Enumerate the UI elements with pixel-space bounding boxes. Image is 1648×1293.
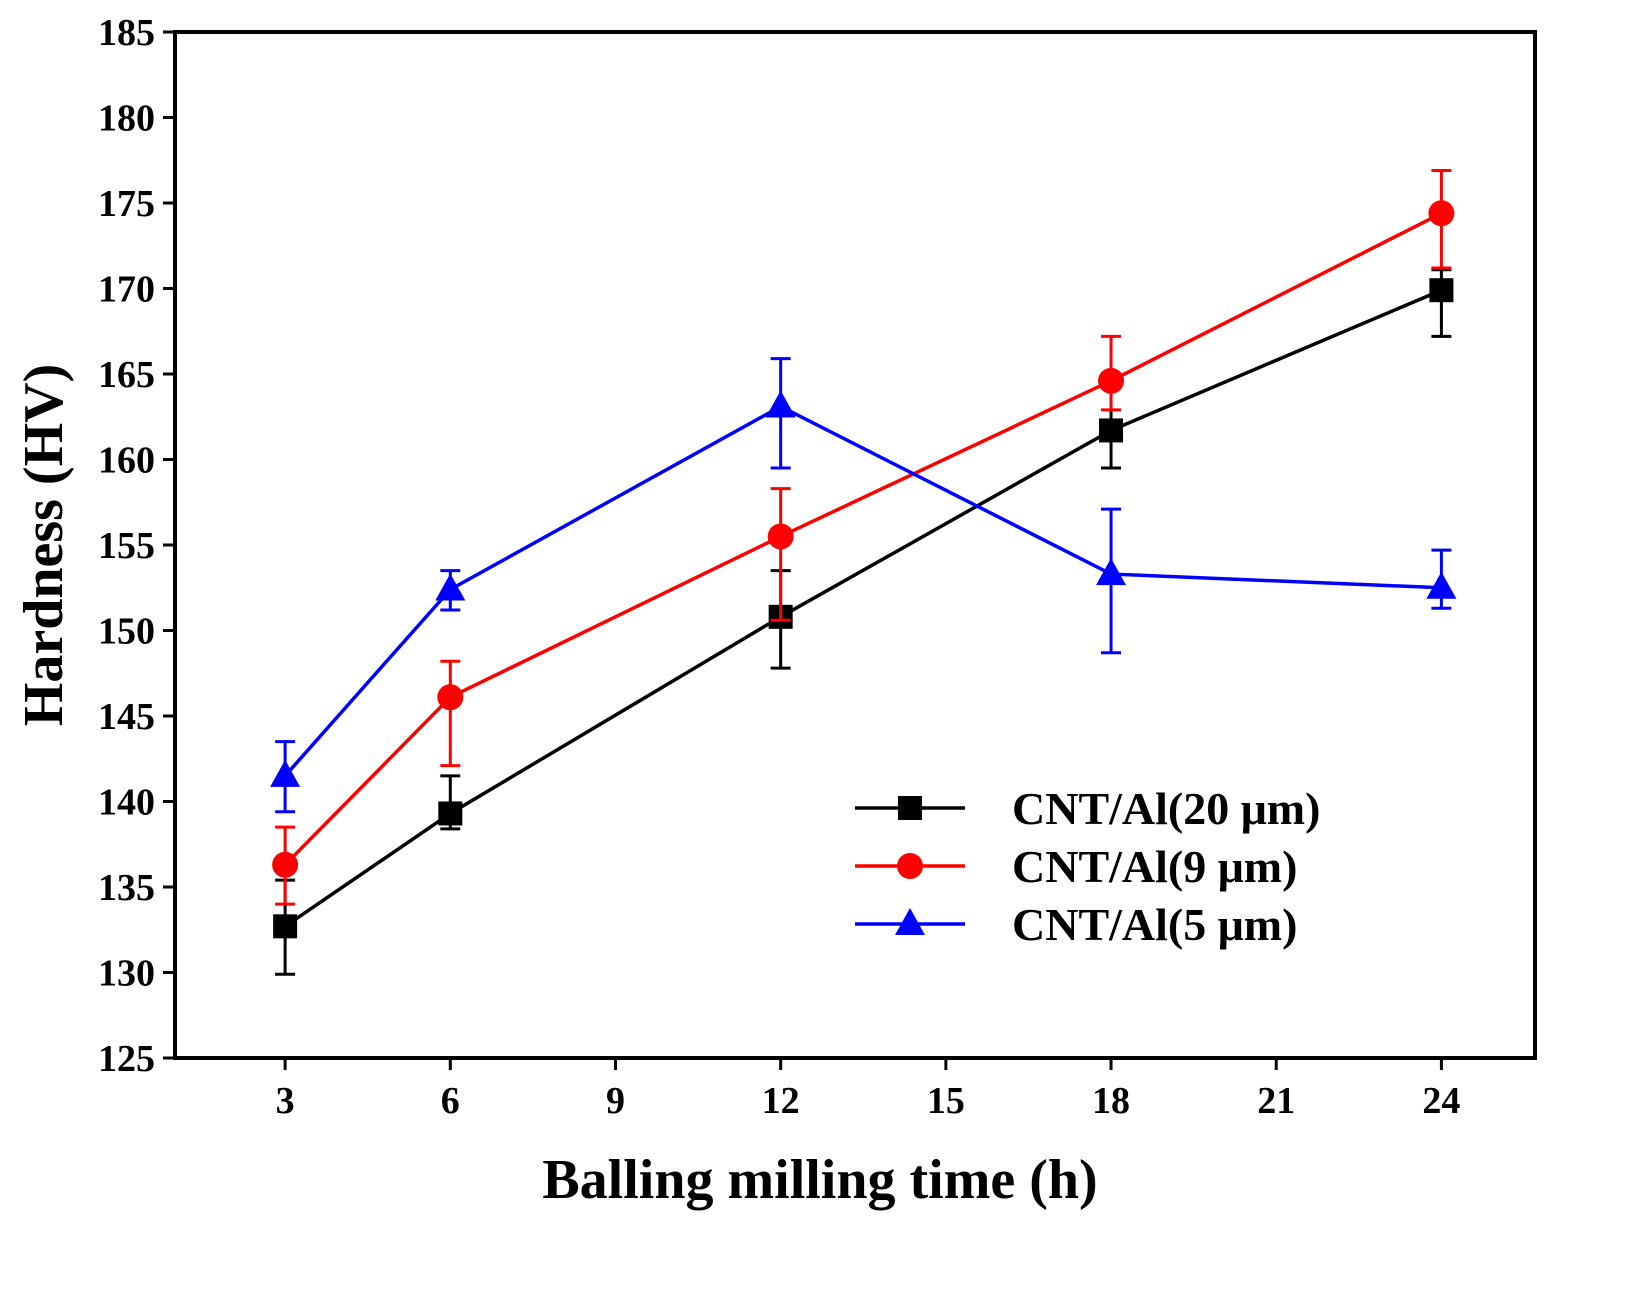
data-point <box>1428 200 1455 227</box>
x-tick-label: 12 <box>762 1080 800 1122</box>
axis-ticks: 3 6 9 12 15 18 21 24 125 130 135 140 145 150 155 160 165… <box>98 12 1460 1122</box>
y-tick-label: 135 <box>98 867 155 909</box>
y-tick-label: 145 <box>98 696 155 738</box>
x-tick-label: 18 <box>1092 1080 1130 1122</box>
data-point <box>435 573 466 601</box>
legend-label: CNT/Al(20 μm) <box>1012 783 1320 834</box>
y-tick-label: 165 <box>98 354 155 396</box>
plot-frame <box>173 30 1537 1060</box>
y-tick-label: 170 <box>98 269 155 311</box>
y-tick-label: 130 <box>98 953 155 995</box>
legend-label: CNT/Al(9 μm) <box>1012 841 1297 892</box>
legend-item: CNT/Al(9 μm) <box>855 841 1297 892</box>
data-point <box>1098 367 1125 394</box>
plot-marks <box>270 169 1457 976</box>
y-tick-label: 125 <box>98 1038 155 1080</box>
legend-marker <box>898 796 922 820</box>
data-point <box>1099 418 1124 443</box>
legend-label: CNT/Al(5 μm) <box>1012 899 1297 950</box>
y-axis-label: Hardness (HV) <box>13 364 75 726</box>
y-tick-label: 155 <box>98 525 155 567</box>
y-tick-label: 140 <box>98 782 155 824</box>
x-tick-label: 21 <box>1257 1080 1295 1122</box>
x-tick-label: 3 <box>276 1080 295 1122</box>
series-triangle <box>270 357 1457 814</box>
x-tick-label: 15 <box>927 1080 965 1122</box>
legend-marker <box>895 908 925 935</box>
y-tick-label: 180 <box>98 98 155 140</box>
data-point <box>1096 558 1127 586</box>
legend-item: CNT/Al(5 μm) <box>855 899 1297 950</box>
series-circle <box>272 169 1455 906</box>
x-axis-label: Balling milling time (h) <box>542 1149 1097 1211</box>
data-point <box>1426 571 1457 599</box>
x-tick-label: 6 <box>441 1080 460 1122</box>
legend-item: CNT/Al(20 μm) <box>855 783 1320 834</box>
x-tick-label: 24 <box>1422 1080 1460 1122</box>
legend: CNT/Al(20 μm) CNT/Al(9 μm) CNT/Al(5 μm) <box>855 783 1320 950</box>
data-point <box>767 523 794 550</box>
data-point <box>273 914 298 939</box>
data-point <box>1429 278 1454 303</box>
y-tick-label: 160 <box>98 440 155 482</box>
data-point <box>272 851 299 878</box>
y-tick-label: 150 <box>98 611 155 653</box>
data-point <box>270 759 301 787</box>
data-point <box>438 801 463 826</box>
x-tick-label: 9 <box>606 1080 625 1122</box>
y-tick-label: 185 <box>98 12 155 54</box>
data-point <box>765 390 796 418</box>
data-point <box>437 684 464 711</box>
legend-marker <box>897 853 923 879</box>
y-tick-label: 175 <box>98 183 155 225</box>
